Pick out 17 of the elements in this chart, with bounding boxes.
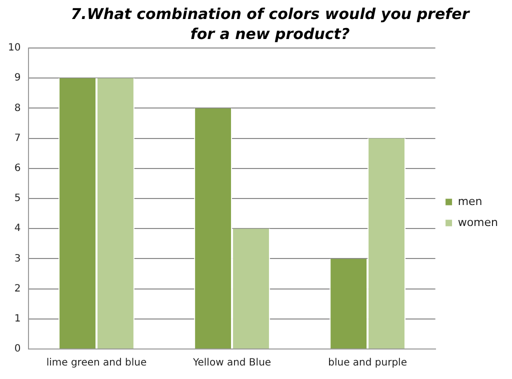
chart-title: 7.What combination of colors would you prefer for a new product? bbox=[70, 4, 471, 44]
x-tick-label: blue and purple bbox=[328, 358, 407, 369]
legend-label: women bbox=[458, 216, 498, 229]
y-tick-label: 8 bbox=[14, 102, 21, 114]
y-tick-label: 10 bbox=[8, 42, 21, 54]
y-tick-label: 6 bbox=[14, 162, 21, 174]
x-tick-label: lime green and blue bbox=[46, 358, 147, 369]
y-tick-label: 1 bbox=[14, 313, 21, 324]
y-tick-label: 5 bbox=[14, 193, 21, 204]
y-tick-label: 7 bbox=[14, 132, 21, 144]
y-tick-label: 2 bbox=[14, 283, 21, 294]
y-tick-label: 3 bbox=[14, 253, 21, 264]
x-tick-label: Yellow and Blue bbox=[192, 358, 272, 369]
y-tick-label: 9 bbox=[14, 72, 21, 84]
legend-label: men bbox=[458, 194, 482, 208]
y-tick-label: 0 bbox=[14, 344, 21, 355]
y-tick-label: 4 bbox=[14, 223, 21, 234]
